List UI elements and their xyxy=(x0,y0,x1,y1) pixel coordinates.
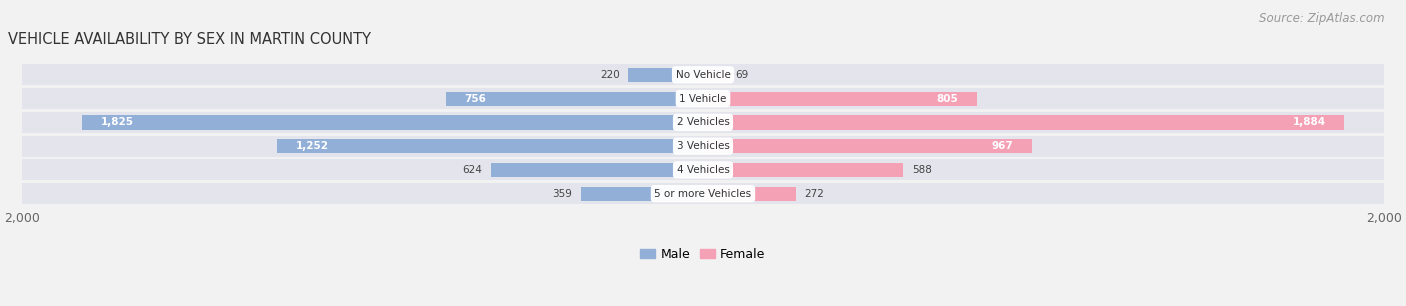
Bar xyxy=(22,159,1384,180)
Text: 805: 805 xyxy=(936,94,959,104)
Bar xyxy=(22,88,1384,109)
Text: 220: 220 xyxy=(600,70,620,80)
Text: 588: 588 xyxy=(911,165,932,175)
Bar xyxy=(703,68,727,82)
Bar xyxy=(22,136,1384,157)
Bar xyxy=(703,139,1032,153)
Text: 624: 624 xyxy=(463,165,482,175)
Text: 359: 359 xyxy=(553,189,572,199)
Text: No Vehicle: No Vehicle xyxy=(675,70,731,80)
Text: 3 Vehicles: 3 Vehicles xyxy=(676,141,730,151)
Bar xyxy=(581,187,703,201)
Bar xyxy=(277,139,703,153)
Text: 272: 272 xyxy=(804,189,824,199)
Bar xyxy=(491,163,703,177)
Bar xyxy=(703,115,1344,129)
Bar xyxy=(703,187,796,201)
Text: 756: 756 xyxy=(464,94,486,104)
Text: Source: ZipAtlas.com: Source: ZipAtlas.com xyxy=(1260,12,1385,25)
Text: VEHICLE AVAILABILITY BY SEX IN MARTIN COUNTY: VEHICLE AVAILABILITY BY SEX IN MARTIN CO… xyxy=(8,32,371,47)
Bar xyxy=(22,112,1384,133)
Text: 1,884: 1,884 xyxy=(1292,118,1326,127)
Text: 69: 69 xyxy=(735,70,748,80)
Bar xyxy=(628,68,703,82)
Text: 1,252: 1,252 xyxy=(295,141,329,151)
Text: 967: 967 xyxy=(991,141,1014,151)
Text: 1,825: 1,825 xyxy=(100,118,134,127)
Bar xyxy=(22,183,1384,204)
Legend: Male, Female: Male, Female xyxy=(636,243,770,266)
Bar xyxy=(446,91,703,106)
Bar xyxy=(22,65,1384,85)
Text: 5 or more Vehicles: 5 or more Vehicles xyxy=(654,189,752,199)
Bar xyxy=(703,163,903,177)
Text: 4 Vehicles: 4 Vehicles xyxy=(676,165,730,175)
Bar xyxy=(703,91,977,106)
Text: 2 Vehicles: 2 Vehicles xyxy=(676,118,730,127)
Text: 1 Vehicle: 1 Vehicle xyxy=(679,94,727,104)
Bar xyxy=(82,115,703,129)
